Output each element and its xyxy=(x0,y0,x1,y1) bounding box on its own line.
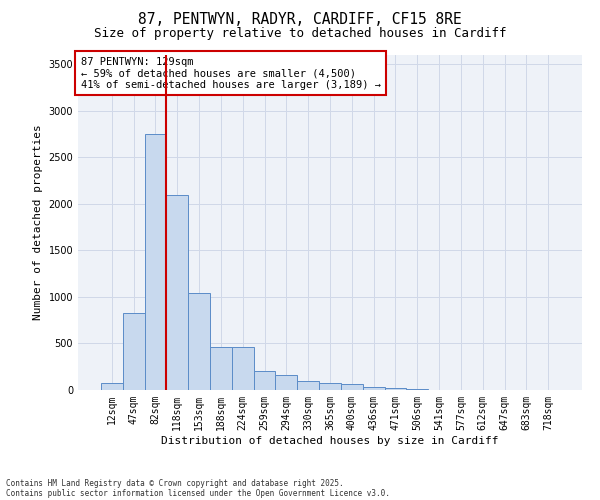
X-axis label: Distribution of detached houses by size in Cardiff: Distribution of detached houses by size … xyxy=(161,436,499,446)
Text: Contains public sector information licensed under the Open Government Licence v3: Contains public sector information licen… xyxy=(6,488,390,498)
Text: Contains HM Land Registry data © Crown copyright and database right 2025.: Contains HM Land Registry data © Crown c… xyxy=(6,478,344,488)
Bar xyxy=(188,293,210,390)
Bar xyxy=(145,134,166,390)
Bar xyxy=(341,384,363,390)
Bar xyxy=(406,389,428,390)
Bar xyxy=(210,347,232,390)
Bar xyxy=(101,384,123,390)
Bar xyxy=(254,372,275,390)
Y-axis label: Number of detached properties: Number of detached properties xyxy=(33,124,43,320)
Text: 87 PENTWYN: 129sqm
← 59% of detached houses are smaller (4,500)
41% of semi-deta: 87 PENTWYN: 129sqm ← 59% of detached hou… xyxy=(80,56,380,90)
Bar xyxy=(385,388,406,390)
Bar xyxy=(275,374,297,390)
Bar xyxy=(319,384,341,390)
Bar xyxy=(166,194,188,390)
Bar xyxy=(363,386,385,390)
Text: 87, PENTWYN, RADYR, CARDIFF, CF15 8RE: 87, PENTWYN, RADYR, CARDIFF, CF15 8RE xyxy=(138,12,462,28)
Bar xyxy=(232,347,254,390)
Bar xyxy=(297,380,319,390)
Bar xyxy=(123,313,145,390)
Text: Size of property relative to detached houses in Cardiff: Size of property relative to detached ho… xyxy=(94,28,506,40)
